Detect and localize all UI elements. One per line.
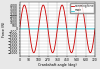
- mean: [51, 28, 52, 29]
- mean: [94, 28, 96, 29]
- mean: [93, 28, 94, 29]
- ramming force: [28, 22, 29, 23]
- ramming force: [85, 27, 86, 28]
- mean: [28, 28, 29, 29]
- ramming force: [94, 28, 96, 29]
- ramming force: [52, 52, 53, 53]
- Y-axis label: Force (N): Force (N): [2, 21, 6, 37]
- mean: [19, 28, 20, 29]
- ramming force: [19, 28, 20, 29]
- ramming force: [93, 39, 94, 40]
- mean: [48, 28, 49, 29]
- ramming force: [32, 51, 33, 52]
- mean: [32, 28, 33, 29]
- Line: ramming force: ramming force: [20, 5, 95, 53]
- mean: [85, 28, 86, 29]
- X-axis label: Crankshaft angle (deg): Crankshaft angle (deg): [38, 63, 77, 67]
- ramming force: [51, 51, 52, 52]
- Legend: ramming force, mean: ramming force, mean: [70, 3, 94, 13]
